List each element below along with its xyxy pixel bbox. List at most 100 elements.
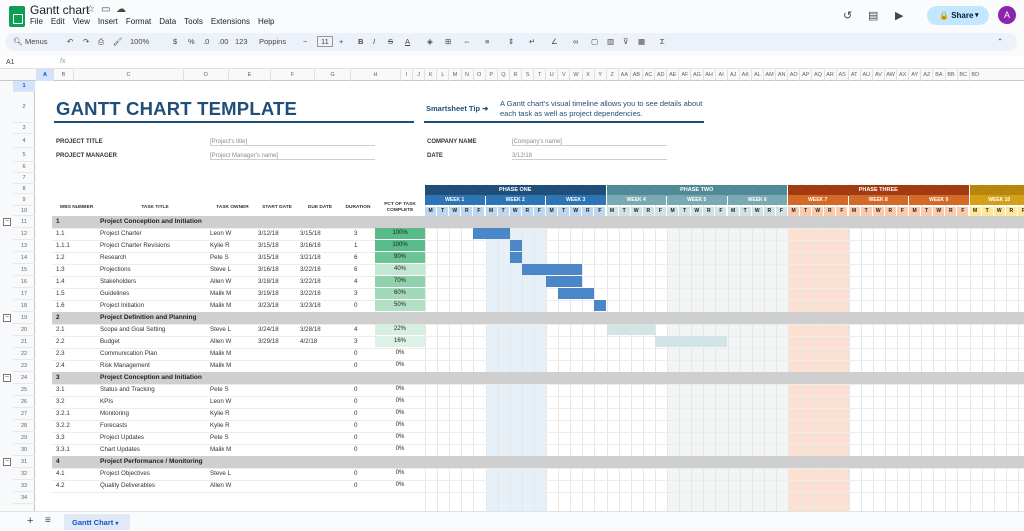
row-header[interactable]: 22: [13, 348, 35, 360]
insert-link-icon[interactable]: ∞: [573, 37, 579, 46]
project-title-field[interactable]: [Project's title]: [210, 139, 375, 146]
column-header[interactable]: BD: [968, 69, 981, 81]
filter-icon[interactable]: ⊽: [623, 37, 629, 46]
column-header[interactable]: M: [448, 69, 460, 81]
row-header[interactable]: 26: [13, 396, 35, 408]
task-row[interactable]: 1.5 Guidelines Malik M 3/19/18 3/22/18 3 60%: [36, 288, 1024, 300]
column-header[interactable]: AB: [629, 69, 642, 81]
row-header[interactable]: 33: [13, 480, 35, 492]
column-header[interactable]: G: [314, 69, 350, 81]
currency-button[interactable]: $: [173, 37, 178, 46]
star-icon[interactable]: ☆: [86, 4, 95, 15]
menu-view[interactable]: View: [72, 17, 90, 26]
number-format-button[interactable]: 123: [235, 37, 248, 46]
insert-comment-icon[interactable]: ▢: [591, 37, 599, 46]
column-header[interactable]: AG: [690, 69, 702, 81]
increase-decimal-button[interactable]: .00: [218, 37, 229, 46]
history-icon[interactable]: ↺: [843, 10, 853, 22]
row-header[interactable]: 1: [13, 81, 35, 92]
undo-icon[interactable]: ↶: [67, 37, 74, 46]
menu-format[interactable]: Format: [125, 17, 152, 26]
decrease-decimal-button[interactable]: .0: [203, 37, 210, 46]
section-row[interactable]: 4 Project Performance / Monitoring: [52, 456, 1024, 468]
column-header[interactable]: AM: [763, 69, 775, 81]
task-row[interactable]: 4.1 Project Objectives Steve L 0 0%: [36, 468, 1024, 480]
sheet-tab-gantt-chart[interactable]: Gantt Chart ▾: [64, 514, 130, 530]
column-header[interactable]: P: [484, 69, 497, 81]
column-header[interactable]: N: [460, 69, 473, 81]
row-header[interactable]: 31: [13, 456, 35, 468]
row-header[interactable]: 24: [13, 372, 35, 384]
search-menus-label[interactable]: Menus: [25, 37, 48, 46]
column-header[interactable]: Y: [593, 69, 606, 81]
share-button[interactable]: 🔒 Share ▾: [927, 6, 989, 25]
column-header[interactable]: S: [521, 69, 533, 81]
font-select[interactable]: Poppins: [259, 37, 287, 46]
spreadsheet-grid[interactable]: GANTT CHART TEMPLATE Smartsheet Tip ➜ A …: [36, 81, 1024, 511]
column-header[interactable]: AL: [750, 69, 763, 81]
section-row[interactable]: 1 Project Conception and Initiation: [52, 216, 1024, 228]
task-row[interactable]: 3.3 Project Updates Pete S 0 0%: [36, 432, 1024, 444]
functions-button[interactable]: Σ: [660, 37, 665, 46]
menu-tools[interactable]: Tools: [184, 17, 203, 26]
row-header[interactable]: 18: [13, 300, 35, 312]
task-row[interactable]: 1.6 Project Initiation Malik M 3/23/18 3/23/…: [36, 300, 1024, 312]
row-header[interactable]: 9: [13, 194, 35, 206]
document-title[interactable]: Gantt chart: [30, 3, 90, 17]
column-header[interactable]: AX: [896, 69, 908, 81]
strikethrough-button[interactable]: S: [388, 37, 394, 46]
column-header[interactable]: D: [183, 69, 228, 81]
column-header[interactable]: AO: [787, 69, 799, 81]
column-header[interactable]: AJ: [726, 69, 739, 81]
font-size-increase[interactable]: +: [339, 37, 344, 46]
font-size-decrease[interactable]: −: [303, 37, 308, 46]
menu-edit[interactable]: Edit: [50, 17, 65, 26]
name-box[interactable]: A1: [6, 59, 15, 66]
column-header[interactable]: AU: [859, 69, 872, 81]
fill-color-icon[interactable]: ◈: [427, 37, 433, 46]
task-row[interactable]: 3.2 KPIs Leon W 0 0%: [36, 396, 1024, 408]
row-header[interactable]: 29: [13, 432, 35, 444]
move-folder-icon[interactable]: ▭: [101, 4, 111, 15]
meet-icon[interactable]: ▶: [895, 10, 904, 22]
row-header[interactable]: 25: [13, 384, 35, 396]
task-row[interactable]: 3.3.1 Chart Updates Malik M 0 0%: [36, 444, 1024, 456]
section-row[interactable]: 2 Project Definition and Planning: [52, 312, 1024, 324]
row-header[interactable]: 4: [13, 134, 35, 148]
row-header[interactable]: 34: [13, 492, 35, 504]
task-row[interactable]: 2.4 Risk Management Malik M 0 0%: [36, 360, 1024, 372]
row-header[interactable]: 15: [13, 264, 35, 276]
task-row[interactable]: 2.3 Communication Plan Malik M 0 0%: [36, 348, 1024, 360]
search-menus-icon[interactable]: 🔍︎: [13, 37, 23, 46]
row-header[interactable]: 12: [13, 228, 35, 240]
row-header[interactable]: 23: [13, 360, 35, 372]
tab-menu-icon[interactable]: ▾: [115, 521, 119, 527]
row-header[interactable]: 13: [13, 240, 35, 252]
task-row[interactable]: 3.1 Status and Tracking Pete S 0 0%: [36, 384, 1024, 396]
column-header[interactable]: K: [424, 69, 436, 81]
horizontal-align-icon[interactable]: ≡: [485, 37, 490, 46]
merge-cells-icon[interactable]: ⇔: [463, 37, 471, 46]
task-row[interactable]: 1.1 Project Charter Leon W 3/12/18 3/15/18 3 1…: [36, 228, 1024, 240]
add-sheet-icon[interactable]: +: [27, 515, 34, 527]
collapse-toolbar-icon[interactable]: ⌃: [997, 37, 1004, 46]
date-field[interactable]: 3/12/18: [512, 153, 667, 160]
task-row[interactable]: 3.2.1 Monitoring Kylie R 0 0%: [36, 408, 1024, 420]
column-header[interactable]: F: [270, 69, 314, 81]
row-header[interactable]: 30: [13, 444, 35, 456]
column-header[interactable]: AQ: [811, 69, 823, 81]
menu-extensions[interactable]: Extensions: [210, 17, 250, 26]
column-header[interactable]: AY: [908, 69, 920, 81]
column-header[interactable]: AF: [678, 69, 690, 81]
column-header[interactable]: I: [400, 69, 412, 81]
column-header[interactable]: R: [508, 69, 521, 81]
column-header[interactable]: J: [412, 69, 424, 81]
menu-help[interactable]: Help: [257, 17, 275, 26]
row-header[interactable]: 10: [13, 206, 35, 216]
sheets-logo-icon[interactable]: [9, 6, 25, 27]
column-header[interactable]: AP: [799, 69, 811, 81]
row-header[interactable]: 20: [13, 324, 35, 336]
project-manager-field[interactable]: [Project Manager's name]: [210, 153, 375, 160]
column-header[interactable]: BA: [932, 69, 944, 81]
row-header[interactable]: 28: [13, 420, 35, 432]
